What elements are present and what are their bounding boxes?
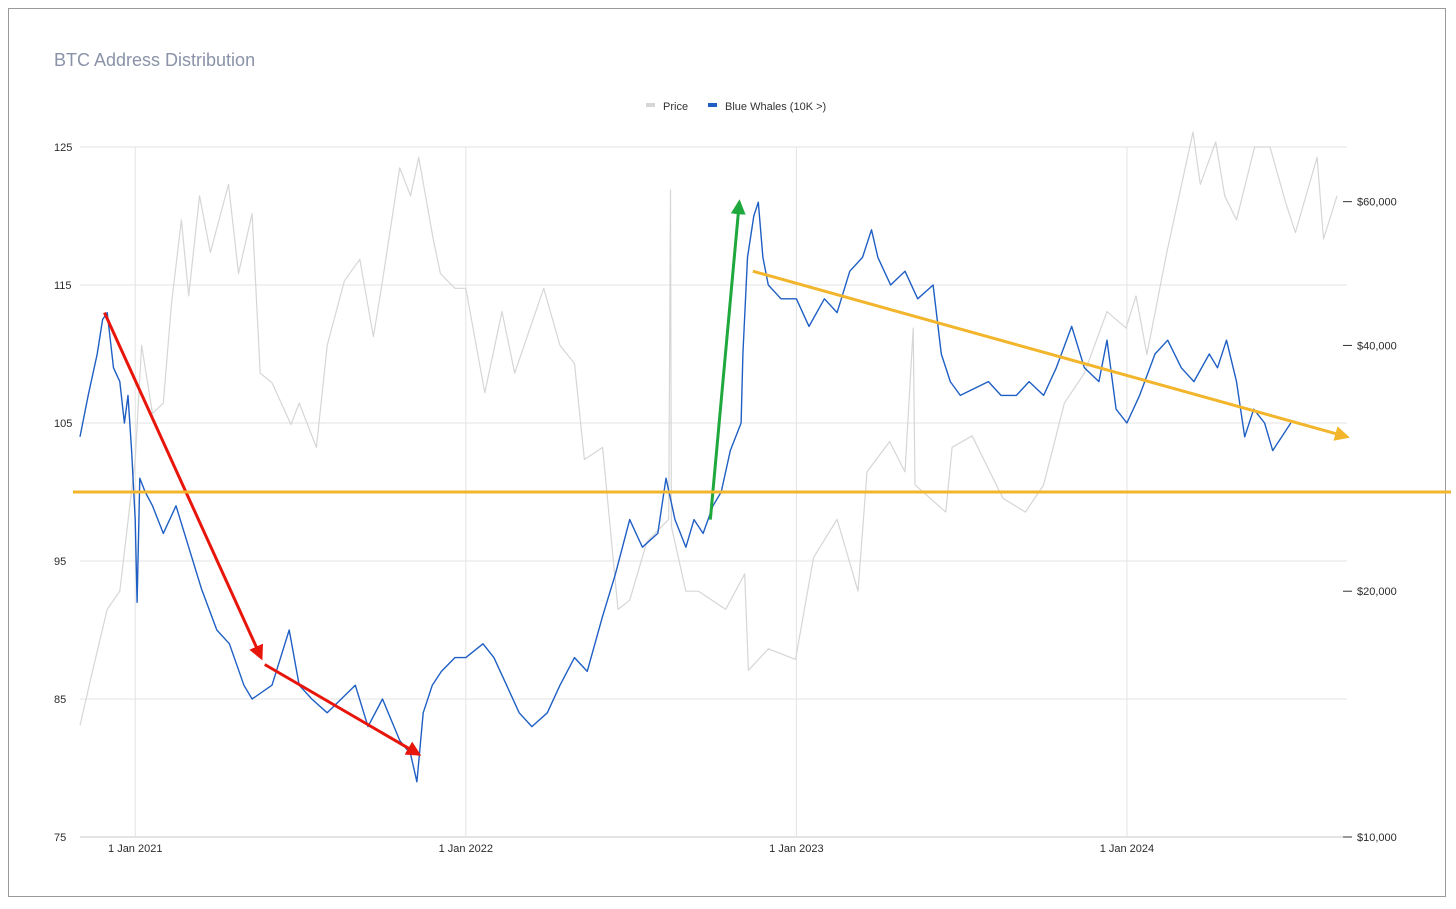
annotation-layer xyxy=(73,199,1451,756)
left-axis-ticks: 75 85 95 105 115 125 xyxy=(54,142,72,844)
chart-frame xyxy=(8,8,1446,897)
trend-arrow xyxy=(708,199,746,520)
left-tick-label: 105 xyxy=(54,418,72,430)
trend-arrow xyxy=(263,663,422,756)
series-line-blue-whales-10k xyxy=(79,201,1292,783)
legend-label: Blue Whales (10K >) xyxy=(725,101,826,113)
x-tick-label: 1 Jan 2023 xyxy=(769,843,823,855)
trend-arrow xyxy=(752,269,1350,441)
series-layer xyxy=(79,131,1338,783)
x-tick-label: 1 Jan 2024 xyxy=(1100,843,1154,855)
legend-swatch xyxy=(646,103,655,107)
right-axis-ticks: $10,000 $20,000 $40,000 $60,000 xyxy=(1343,197,1397,844)
x-axis-ticks: 1 Jan 2021 1 Jan 2022 1 Jan 2023 1 Jan 2024 xyxy=(108,843,1154,855)
x-tick-label: 1 Jan 2022 xyxy=(439,843,493,855)
right-tick-label: $10,000 xyxy=(1357,832,1397,844)
left-tick-label: 115 xyxy=(54,280,72,292)
trend-arrow xyxy=(103,311,263,661)
right-tick-label: $20,000 xyxy=(1357,586,1397,598)
right-tick-label: $60,000 xyxy=(1357,197,1397,209)
left-tick-label: 95 xyxy=(54,556,66,568)
left-tick-label: 85 xyxy=(54,694,66,706)
legend: Price Blue Whales (10K >) xyxy=(646,101,826,113)
series-line-price xyxy=(79,131,1338,726)
legend-label: Price xyxy=(663,101,688,113)
left-tick-label: 75 xyxy=(54,832,66,844)
left-tick-label: 125 xyxy=(54,142,72,154)
legend-swatch xyxy=(708,103,717,107)
chart-title: BTC Address Distribution xyxy=(54,50,256,70)
right-tick-label: $40,000 xyxy=(1357,340,1397,352)
x-tick-label: 1 Jan 2021 xyxy=(108,843,162,855)
